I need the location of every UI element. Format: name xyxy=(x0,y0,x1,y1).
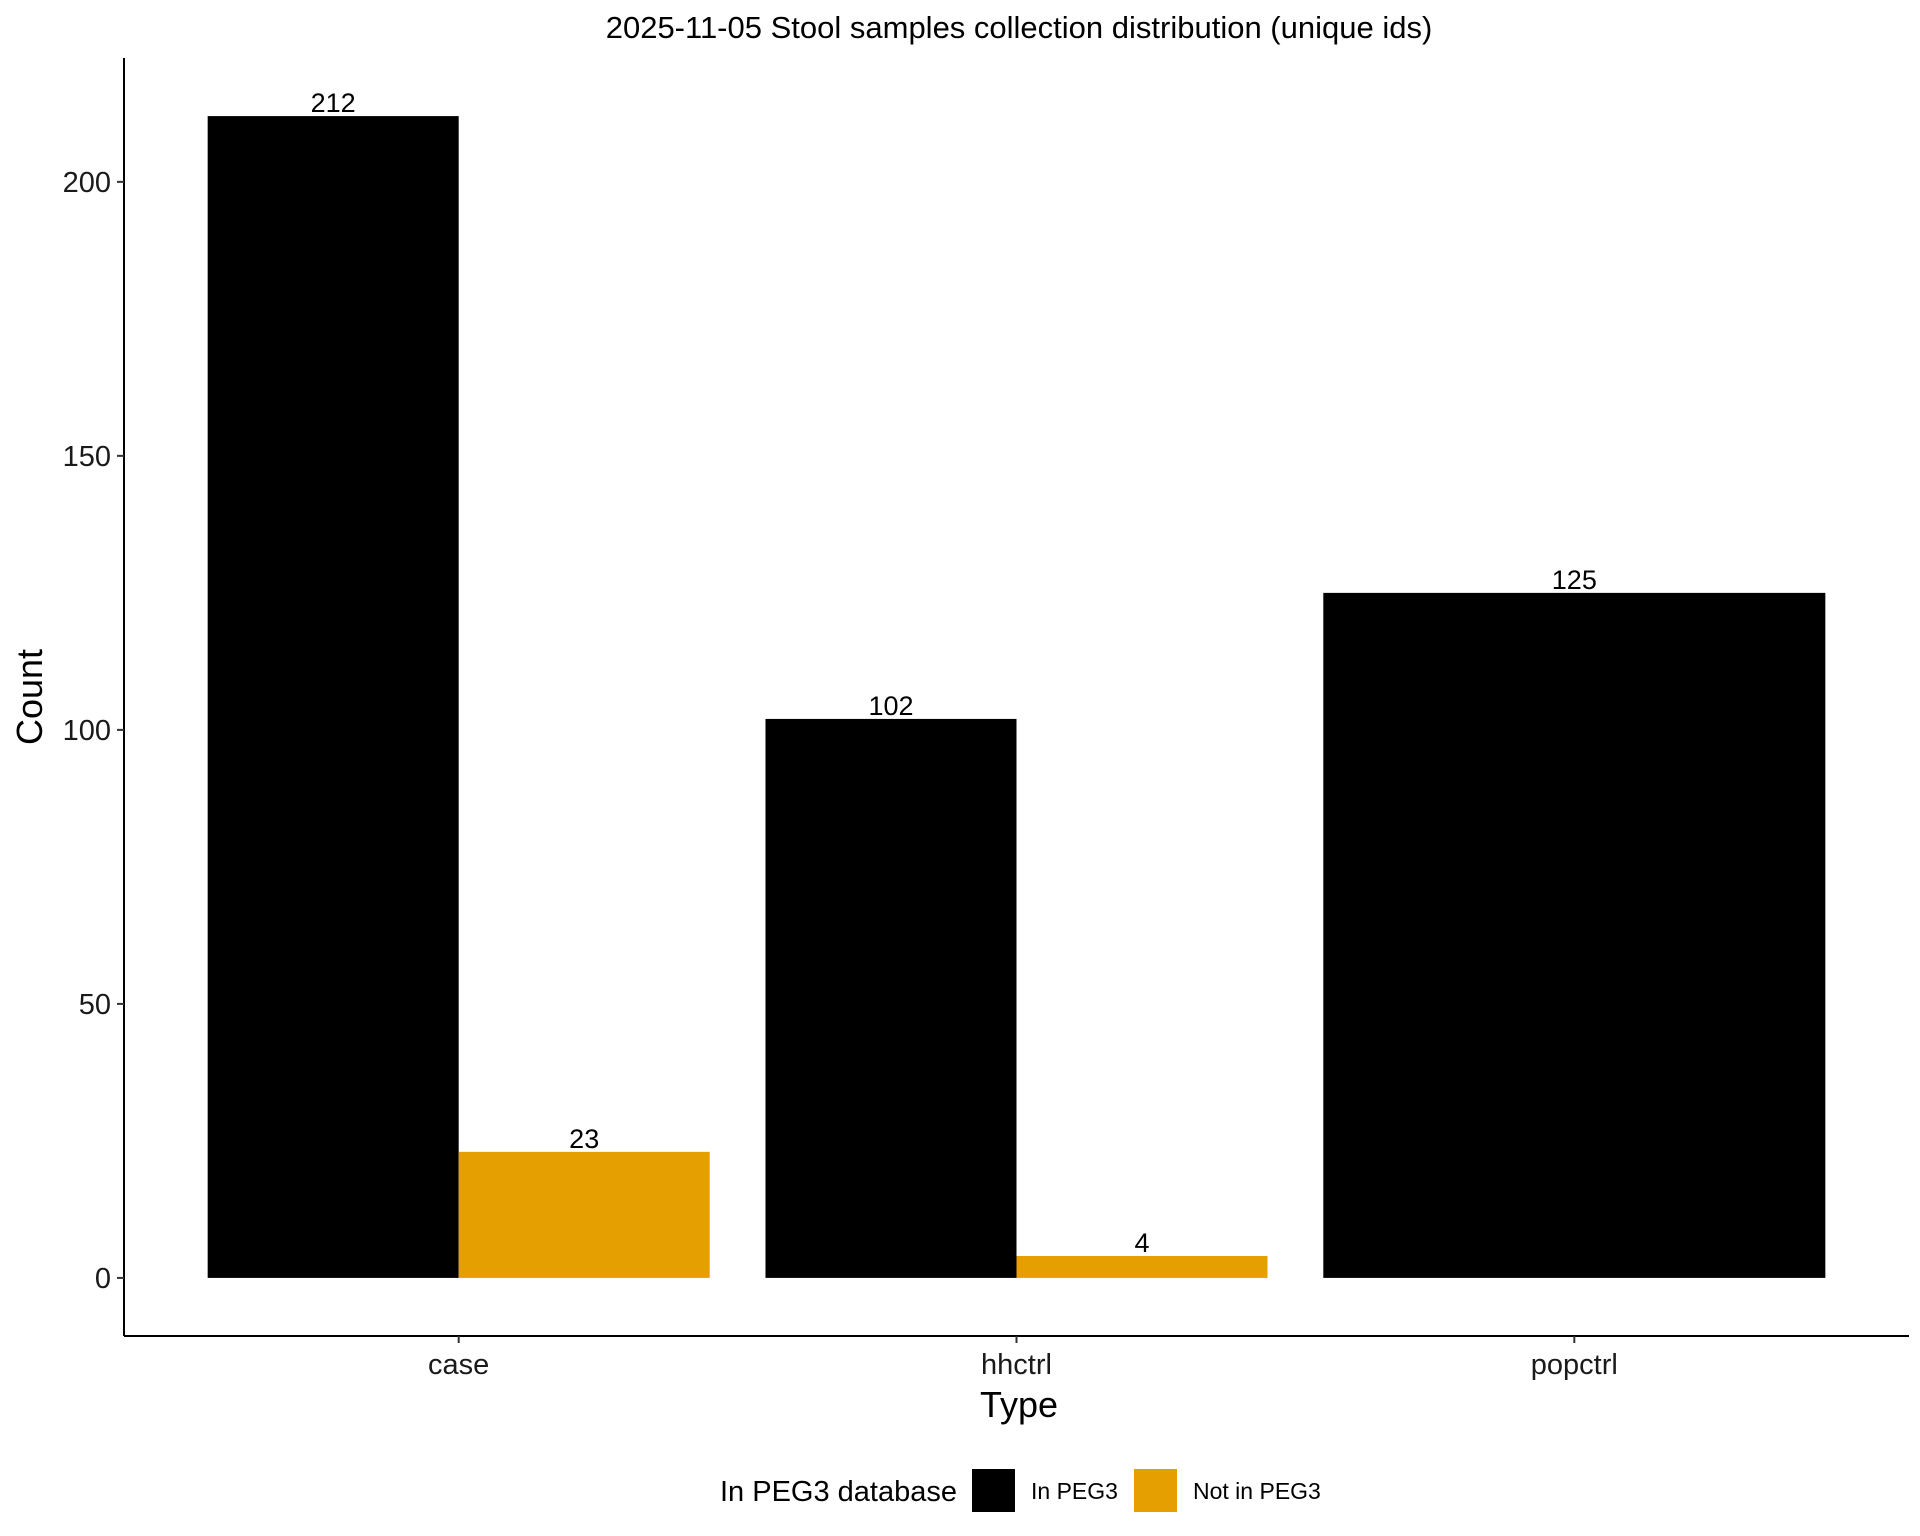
y-tick-label: 200 xyxy=(63,167,111,199)
y-axis-title: Count xyxy=(9,649,50,745)
legend: In PEG3 database In PEG3 Not in PEG3 xyxy=(720,1469,1321,1512)
x-axis-ticks: case hhctrl popctrl xyxy=(428,1336,1618,1381)
chart-title: 2025-11-05 Stool samples collection dist… xyxy=(606,10,1433,45)
legend-swatch-in-peg3 xyxy=(972,1469,1015,1512)
data-label-case-not-in-peg3: 23 xyxy=(569,1124,599,1154)
y-tick-label: 50 xyxy=(79,989,111,1021)
data-label-popctrl-in-peg3: 125 xyxy=(1552,565,1597,595)
data-label-hhctrl-not-in-peg3: 4 xyxy=(1134,1228,1149,1258)
data-label-case-in-peg3: 212 xyxy=(311,88,356,118)
plot-area: 212 23 102 4 125 xyxy=(207,88,1826,1278)
x-tick-label-popctrl: popctrl xyxy=(1531,1349,1618,1381)
bar-hhctrl-in-peg3 xyxy=(765,718,1017,1278)
bar-case-in-peg3 xyxy=(207,116,459,1278)
legend-swatch-not-in-peg3 xyxy=(1134,1469,1177,1512)
x-tick-label-hhctrl: hhctrl xyxy=(981,1349,1052,1381)
bar-popctrl-in-peg3 xyxy=(1323,592,1826,1278)
data-label-hhctrl-in-peg3: 102 xyxy=(868,691,913,721)
y-axis-ticks: 0 50 100 150 200 xyxy=(63,167,124,1295)
y-tick-label: 100 xyxy=(63,715,111,747)
x-tick-label-case: case xyxy=(428,1349,489,1381)
bar-case-not-in-peg3 xyxy=(458,1151,710,1278)
legend-label-in-peg3: In PEG3 xyxy=(1031,1478,1118,1504)
legend-title: In PEG3 database xyxy=(720,1476,957,1508)
x-axis-title: Type xyxy=(980,1384,1058,1425)
legend-label-not-in-peg3: Not in PEG3 xyxy=(1193,1478,1321,1504)
y-tick-label: 150 xyxy=(63,441,111,473)
y-tick-label: 0 xyxy=(95,1263,111,1295)
bar-hhctrl-not-in-peg3 xyxy=(1016,1255,1268,1278)
